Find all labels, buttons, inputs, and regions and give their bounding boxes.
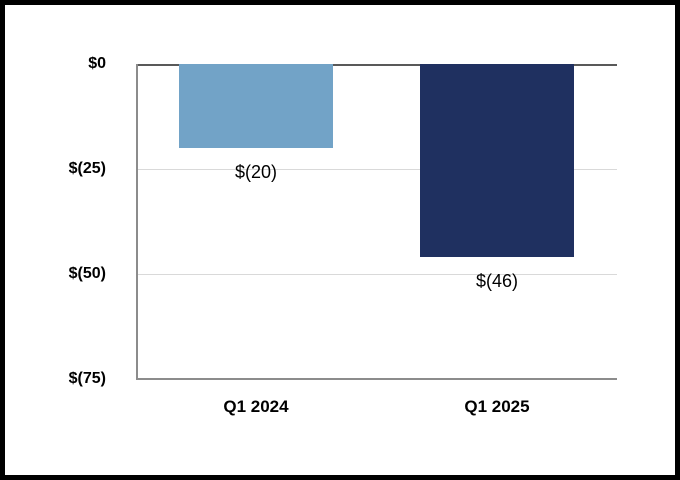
y-tick-label: $0 [88, 55, 106, 72]
bar-value-label: $(46) [475, 271, 519, 291]
y-tick-label: $(50) [68, 265, 106, 282]
x-axis-line [136, 378, 617, 380]
bar-value-label: $(20) [234, 162, 278, 182]
gridline [136, 274, 617, 275]
bar-q1-2025 [420, 64, 574, 257]
zero-line [136, 64, 617, 66]
y-tick-label: $(75) [68, 370, 106, 387]
bar-q1-2024 [179, 64, 333, 148]
y-tick-label: $(25) [68, 160, 106, 177]
x-category-label: Q1 2024 [223, 397, 289, 416]
gridline [136, 169, 617, 170]
y-axis-line [136, 64, 138, 379]
x-category-label: Q1 2025 [464, 397, 530, 416]
